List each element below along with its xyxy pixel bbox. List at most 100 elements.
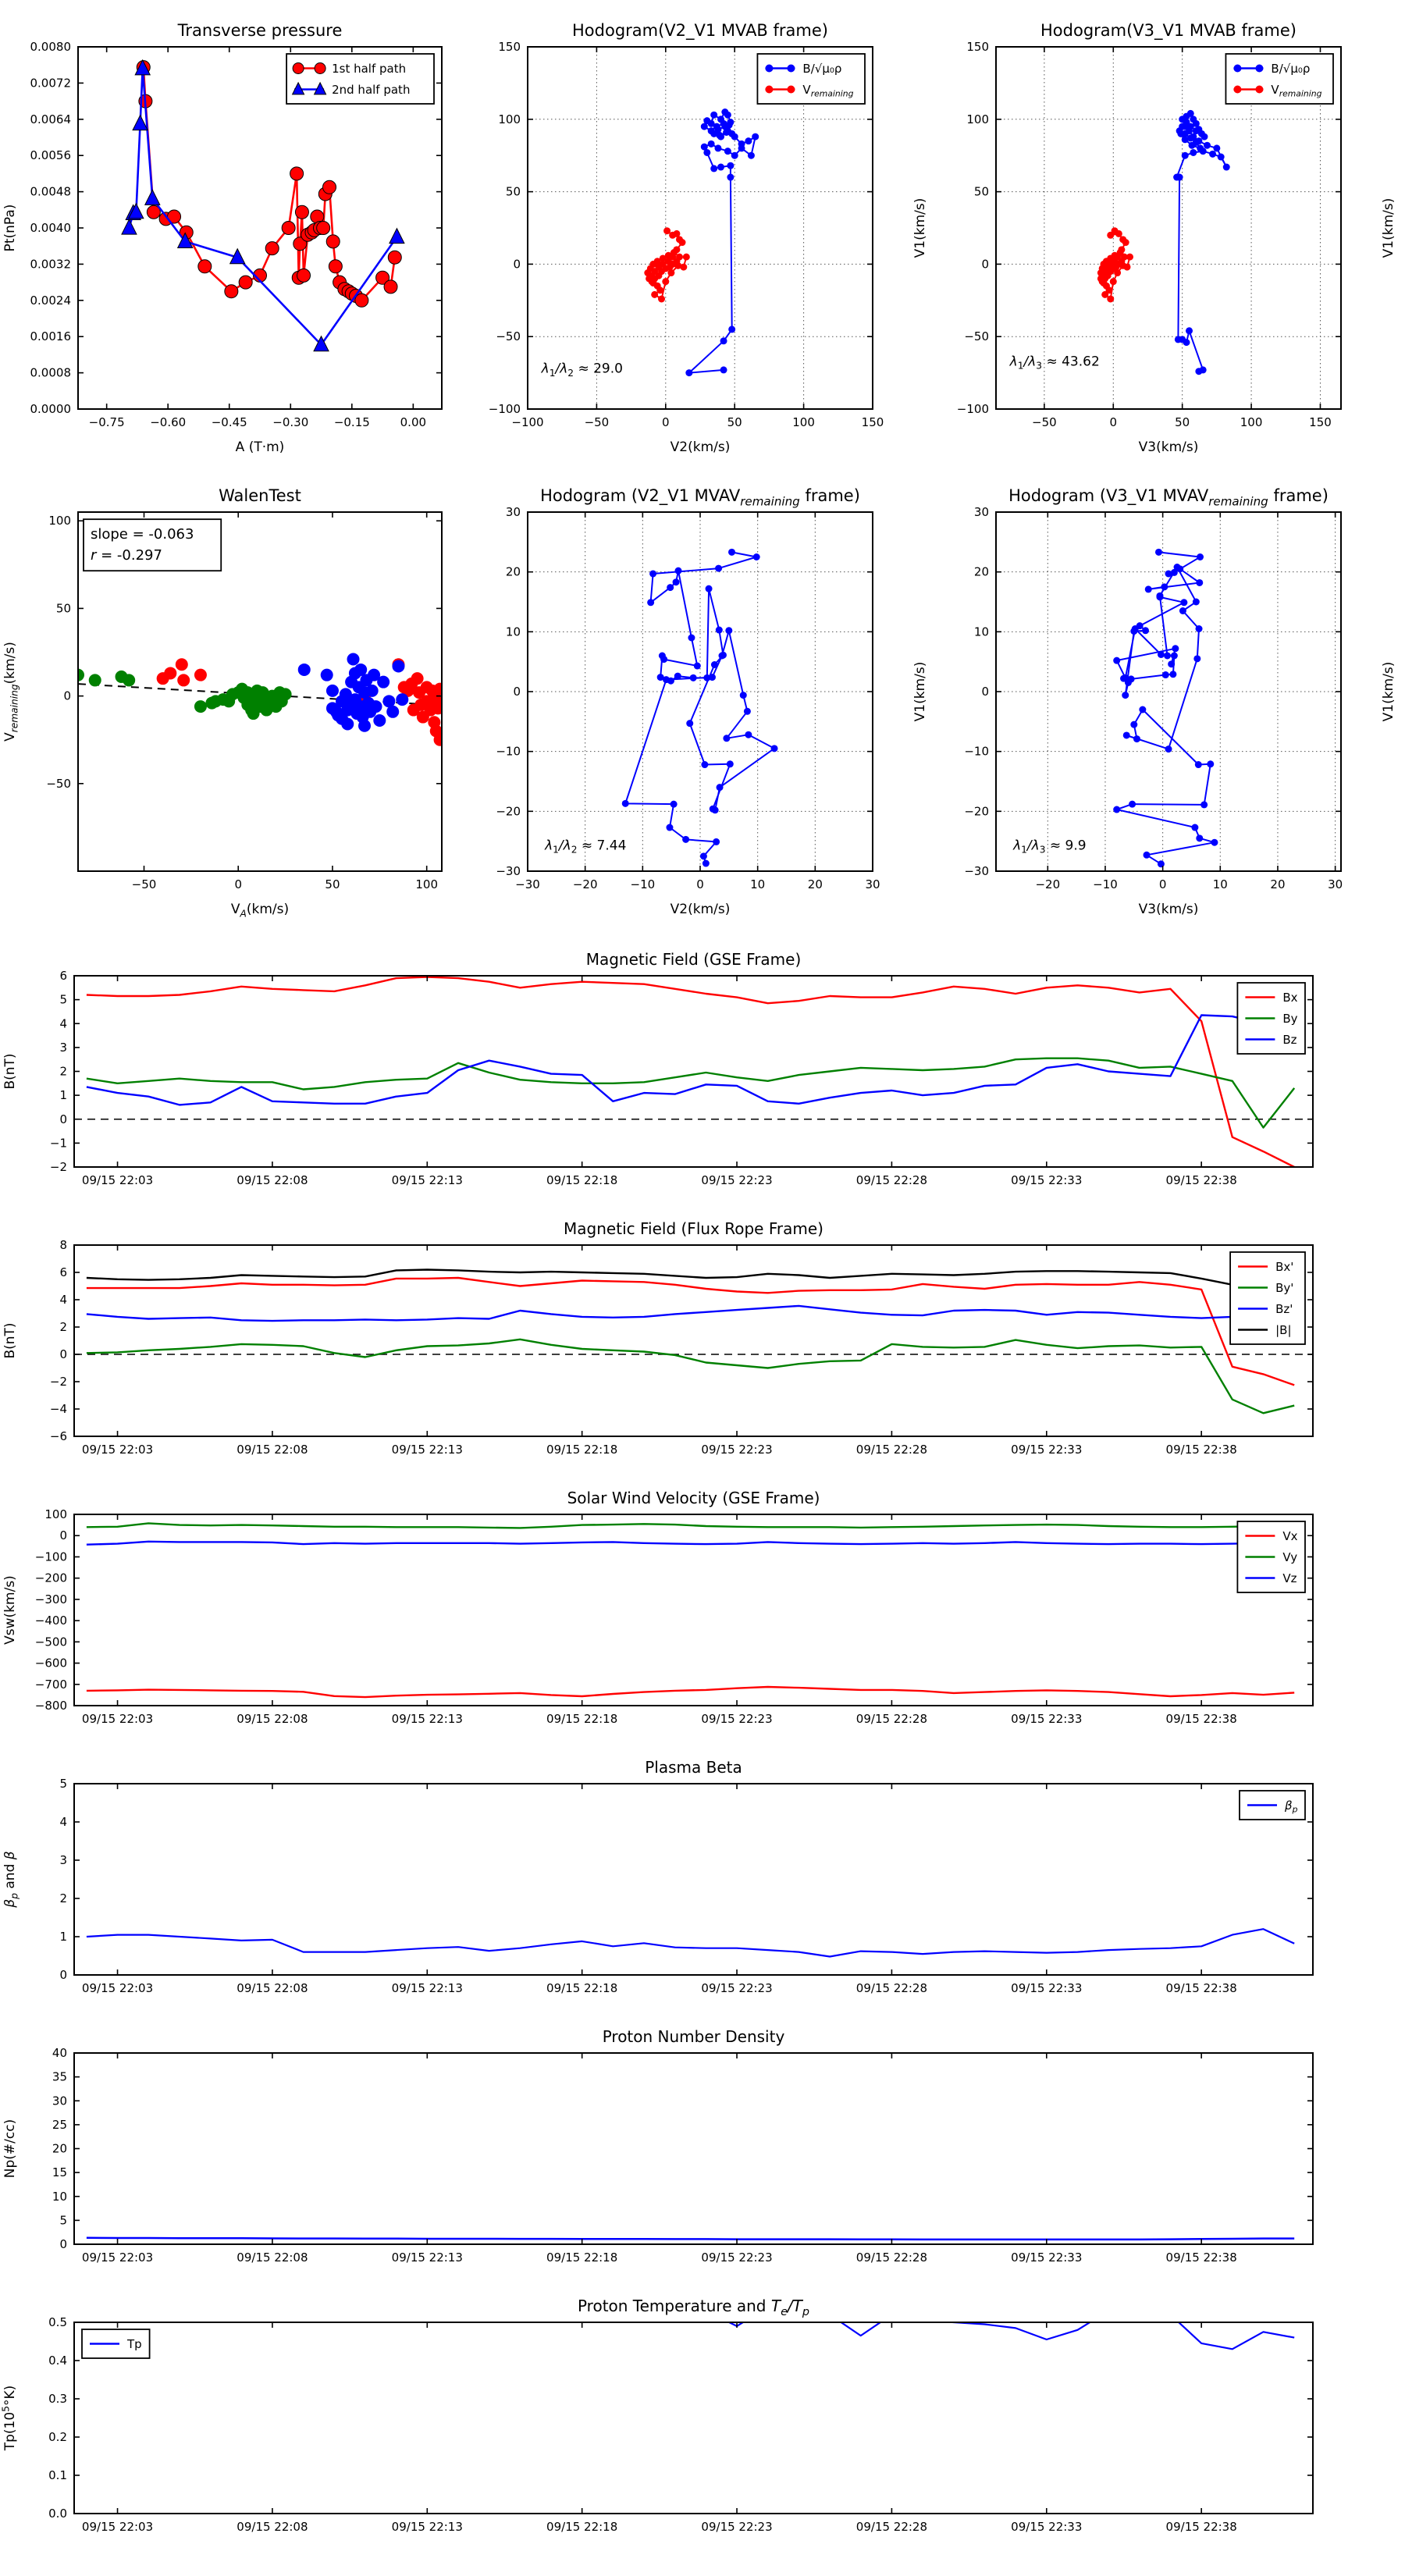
svg-text:Bz': Bz' — [1275, 1302, 1293, 1316]
chart-hodogram-v3v1-mvav: −20 −10 0 10 20 30 −30 −20 −10 0 10 20 30 Hodogram (V… — [937, 468, 1405, 935]
svg-text:25: 25 — [52, 2118, 67, 2132]
chart-solar-wind-velocity: 09/15 22:03 09/15 22:08 09/15 22:13 09/15 2… — [0, 1474, 1405, 1743]
svg-text:B(nT): B(nT) — [2, 1322, 18, 1358]
svg-text:−50: −50 — [496, 329, 521, 343]
svg-text:−10: −10 — [1093, 877, 1118, 891]
svg-text:Vz: Vz — [1282, 1571, 1297, 1585]
svg-text:0: 0 — [63, 689, 71, 703]
svg-text:0: 0 — [513, 685, 521, 699]
svg-text:100: 100 — [966, 112, 989, 126]
svg-text:−100: −100 — [489, 402, 521, 416]
svg-text:09/15 22:28: 09/15 22:28 — [856, 1712, 927, 1726]
svg-text:1: 1 — [59, 1930, 67, 1944]
top-row: −0.75 −0.60 −0.45 −0.30 −0.15 0.00 0.0000 0.000… — [0, 6, 1405, 468]
svg-text:5: 5 — [59, 2213, 67, 2227]
svg-text:20: 20 — [506, 565, 521, 579]
svg-text:A (T·m): A (T·m) — [236, 439, 285, 455]
svg-text:150: 150 — [862, 415, 884, 429]
svg-text:0.5: 0.5 — [48, 2315, 67, 2329]
svg-text:09/15 22:08: 09/15 22:08 — [237, 1443, 308, 1457]
svg-text:09/15 22:38: 09/15 22:38 — [1166, 2250, 1237, 2265]
svg-text:−10: −10 — [964, 745, 989, 759]
svg-text:λ1/λ2 ≈ 7.44: λ1/λ2 ≈ 7.44 — [544, 838, 626, 855]
svg-text:09/15 22:28: 09/15 22:28 — [856, 1173, 927, 1187]
svg-text:Vremaining: Vremaining — [1271, 83, 1321, 99]
svg-text:50: 50 — [727, 415, 742, 429]
svg-text:8: 8 — [59, 1238, 67, 1252]
svg-text:100: 100 — [498, 112, 521, 126]
svg-text:10: 10 — [974, 624, 989, 639]
svg-text:150: 150 — [966, 40, 989, 54]
svg-text:20: 20 — [808, 877, 823, 891]
svg-text:09/15 22:28: 09/15 22:28 — [856, 2250, 927, 2265]
svg-text:100: 100 — [48, 514, 71, 528]
svg-text:50: 50 — [1175, 415, 1190, 429]
svg-text:βp: βp — [1284, 1799, 1298, 1815]
svg-text:λ1/λ3 ≈ 9.9: λ1/λ3 ≈ 9.9 — [1012, 838, 1086, 855]
svg-text:−50: −50 — [1032, 415, 1057, 429]
svg-text:−4: −4 — [50, 1402, 67, 1416]
svg-text:−10: −10 — [631, 877, 656, 891]
svg-text:0: 0 — [59, 1347, 67, 1361]
svg-text:−10: −10 — [496, 745, 521, 759]
svg-text:−700: −700 — [35, 1678, 67, 1692]
svg-text:−2: −2 — [50, 1160, 67, 1174]
svg-text:Tp(105°K): Tp(105°K) — [1, 2386, 19, 2452]
svg-text:0.0072: 0.0072 — [30, 76, 72, 90]
svg-text:09/15 22:13: 09/15 22:13 — [392, 1712, 463, 1726]
svg-text:09/15 22:08: 09/15 22:08 — [237, 1173, 308, 1187]
svg-text:−600: −600 — [35, 1656, 67, 1670]
svg-text:09/15 22:08: 09/15 22:08 — [237, 1712, 308, 1726]
svg-text:09/15 22:08: 09/15 22:08 — [237, 2520, 308, 2534]
svg-text:09/15 22:38: 09/15 22:38 — [1166, 1712, 1237, 1726]
svg-text:2: 2 — [59, 1320, 67, 1334]
chart-walen-test: −50 0 50 100 −50 0 50 100 WalenTest VA(km/s) Vrema… — [0, 468, 468, 935]
svg-text:09/15 22:08: 09/15 22:08 — [237, 2250, 308, 2265]
svg-text:−20: −20 — [964, 804, 989, 818]
svg-text:Np(#/cc): Np(#/cc) — [2, 2119, 18, 2178]
svg-text:100: 100 — [1240, 415, 1263, 429]
svg-text:09/15 22:13: 09/15 22:13 — [392, 2520, 463, 2534]
svg-text:−0.15: −0.15 — [334, 415, 370, 429]
svg-text:Vsw(km/s): Vsw(km/s) — [2, 1575, 18, 1645]
svg-text:09/15 22:33: 09/15 22:33 — [1011, 2250, 1082, 2265]
svg-text:|B|: |B| — [1275, 1323, 1291, 1337]
svg-text:4: 4 — [59, 1815, 67, 1829]
svg-text:0: 0 — [59, 2237, 67, 2251]
svg-text:−100: −100 — [511, 415, 543, 429]
svg-text:Proton Number Density: Proton Number Density — [603, 2027, 785, 2046]
svg-text:V2(km/s): V2(km/s) — [670, 902, 731, 917]
svg-text:09/15 22:18: 09/15 22:18 — [546, 2520, 617, 2534]
svg-text:15: 15 — [52, 2165, 67, 2179]
svg-text:Hodogram(V3_V1 MVAB frame): Hodogram(V3_V1 MVAB frame) — [1040, 21, 1297, 41]
svg-text:Magnetic Field (Flux Rope Fram: Magnetic Field (Flux Rope Frame) — [564, 1219, 823, 1238]
svg-text:VA(km/s): VA(km/s) — [231, 902, 289, 919]
svg-text:150: 150 — [1309, 415, 1332, 429]
svg-text:0.0016: 0.0016 — [30, 329, 72, 343]
svg-text:−300: −300 — [35, 1592, 67, 1606]
svg-text:10: 10 — [1213, 877, 1228, 891]
svg-text:30: 30 — [865, 877, 880, 891]
chart-magnetic-field-gse: 09/15 22:03 09/15 22:08 09/15 22:13 09/15 2… — [0, 935, 1405, 1204]
svg-text:0: 0 — [1110, 415, 1118, 429]
chart-proton-density: 09/15 22:03 09/15 22:08 09/15 22:13 09/15 2… — [0, 2012, 1405, 2282]
svg-text:09/15 22:13: 09/15 22:13 — [392, 1443, 463, 1457]
svg-text:20: 20 — [974, 565, 989, 579]
svg-text:09/15 22:33: 09/15 22:33 — [1011, 1712, 1082, 1726]
svg-text:Magnetic Field (GSE Frame): Magnetic Field (GSE Frame) — [586, 950, 802, 969]
svg-text:09/15 22:08: 09/15 22:08 — [237, 1981, 308, 1995]
svg-text:4: 4 — [59, 1016, 67, 1030]
svg-text:−0.30: −0.30 — [272, 415, 308, 429]
svg-text:V1(km/s): V1(km/s) — [1381, 198, 1396, 258]
chart-magnetic-field-flux-rope: 09/15 22:03 09/15 22:08 09/15 22:13 09/15 2… — [0, 1204, 1405, 1474]
svg-text:−30: −30 — [515, 877, 540, 891]
svg-text:5: 5 — [59, 993, 67, 1007]
svg-text:3: 3 — [59, 1041, 67, 1055]
svg-text:−100: −100 — [957, 402, 989, 416]
svg-text:−2: −2 — [50, 1375, 67, 1389]
svg-text:−1: −1 — [50, 1136, 67, 1150]
svg-text:50: 50 — [974, 185, 989, 199]
svg-text:09/15 22:18: 09/15 22:18 — [546, 2250, 617, 2265]
svg-text:09/15 22:33: 09/15 22:33 — [1011, 1443, 1082, 1457]
svg-text:−0.75: −0.75 — [89, 415, 125, 429]
